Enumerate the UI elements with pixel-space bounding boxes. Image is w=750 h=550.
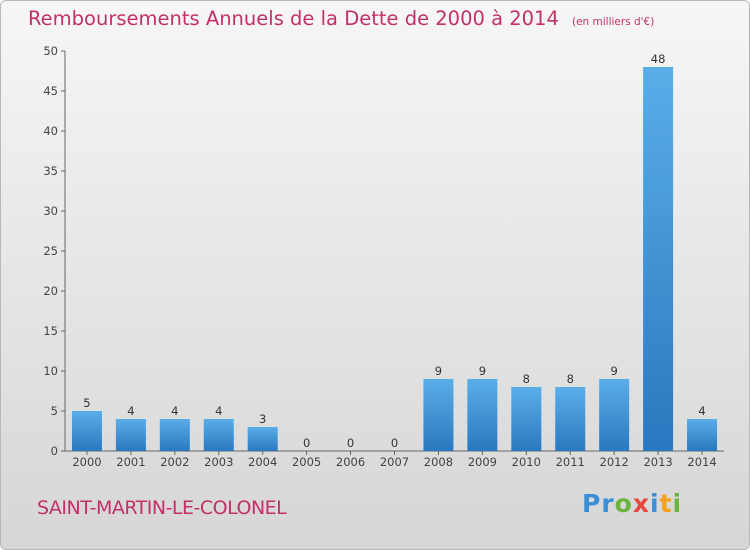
x-tick-label: 2010 (512, 455, 541, 469)
bar-value-label: 4 (215, 404, 222, 418)
bar (247, 427, 278, 451)
logo-part: i (672, 489, 683, 518)
bar (511, 387, 542, 451)
y-tick-label: 15 (43, 324, 58, 338)
bar (115, 419, 146, 451)
chart-title: Remboursements Annuels de la Dette de 20… (28, 7, 559, 30)
x-tick-label: 2005 (292, 455, 321, 469)
bar (423, 379, 454, 451)
y-tick-label: 0 (51, 444, 58, 458)
bar (643, 67, 674, 451)
x-tick-labels: 2000 2001 2002 2003 2004 2005 2006 2007 2008 2009… (72, 455, 716, 469)
logo-part: i (649, 489, 660, 518)
logo-part: t (659, 489, 673, 518)
chart-title-block: Remboursements Annuels de la Dette de 20… (28, 7, 654, 30)
x-tick-label: 2002 (160, 455, 189, 469)
y-tick-label: 40 (43, 124, 58, 138)
bar-value-label: 4 (171, 404, 178, 418)
bar-value-label: 0 (303, 436, 310, 450)
bars (71, 67, 718, 451)
x-tick-label: 2011 (556, 455, 585, 469)
x-tick-label: 2004 (248, 455, 277, 469)
y-tick-label: 35 (43, 164, 58, 178)
bar-value-label: 4 (698, 404, 705, 418)
logo-part: o (614, 489, 633, 518)
y-tick-label: 50 (43, 44, 58, 58)
y-tick-label: 45 (43, 84, 58, 98)
bar (71, 411, 102, 451)
bar-value-label: 0 (347, 436, 354, 450)
bar (203, 419, 234, 451)
bar (687, 419, 718, 451)
y-tick-labels: 0 5 10 15 20 25 30 35 40 45 50 (43, 44, 58, 458)
x-tick-label: 2009 (468, 455, 497, 469)
x-tick-label: 2013 (643, 455, 672, 469)
x-tick-label: 2007 (380, 455, 409, 469)
bar-value-label: 0 (391, 436, 398, 450)
bar-value-label: 48 (651, 52, 666, 66)
bar-value-label: 8 (523, 372, 530, 386)
y-tick-label: 25 (43, 244, 58, 258)
bar-value-label: 9 (479, 364, 486, 378)
proxiti-logo: Proxiti (582, 489, 682, 518)
bar (555, 387, 586, 451)
logo-part: x (632, 489, 650, 518)
bar (159, 419, 190, 451)
data-labels: 5 4 4 4 3 0 0 0 9 9 8 8 9 48 4 (83, 52, 705, 450)
bar-value-label: 8 (567, 372, 574, 386)
bar-value-label: 5 (83, 396, 90, 410)
bar-value-label: 9 (435, 364, 442, 378)
logo-part: Pr (582, 489, 615, 518)
x-tick-label: 2008 (424, 455, 453, 469)
bar-value-label: 9 (611, 364, 618, 378)
x-tick-label: 2006 (336, 455, 365, 469)
x-tick-label: 2003 (204, 455, 233, 469)
y-tick-label: 5 (51, 404, 58, 418)
y-tick-label: 10 (43, 364, 58, 378)
bar-value-label: 4 (127, 404, 134, 418)
bar (467, 379, 498, 451)
y-tick-label: 20 (43, 284, 58, 298)
x-tick-label: 2012 (600, 455, 629, 469)
x-tick-label: 2014 (687, 455, 716, 469)
commune-name: SAINT-MARTIN-LE-COLONEL (37, 497, 287, 519)
x-tick-label: 2001 (116, 455, 145, 469)
x-tick-label: 2000 (72, 455, 101, 469)
y-tick-label: 30 (43, 204, 58, 218)
bar (599, 379, 630, 451)
chart-subtitle: (en milliers d'€) (571, 16, 655, 28)
bar-value-label: 3 (259, 412, 266, 426)
